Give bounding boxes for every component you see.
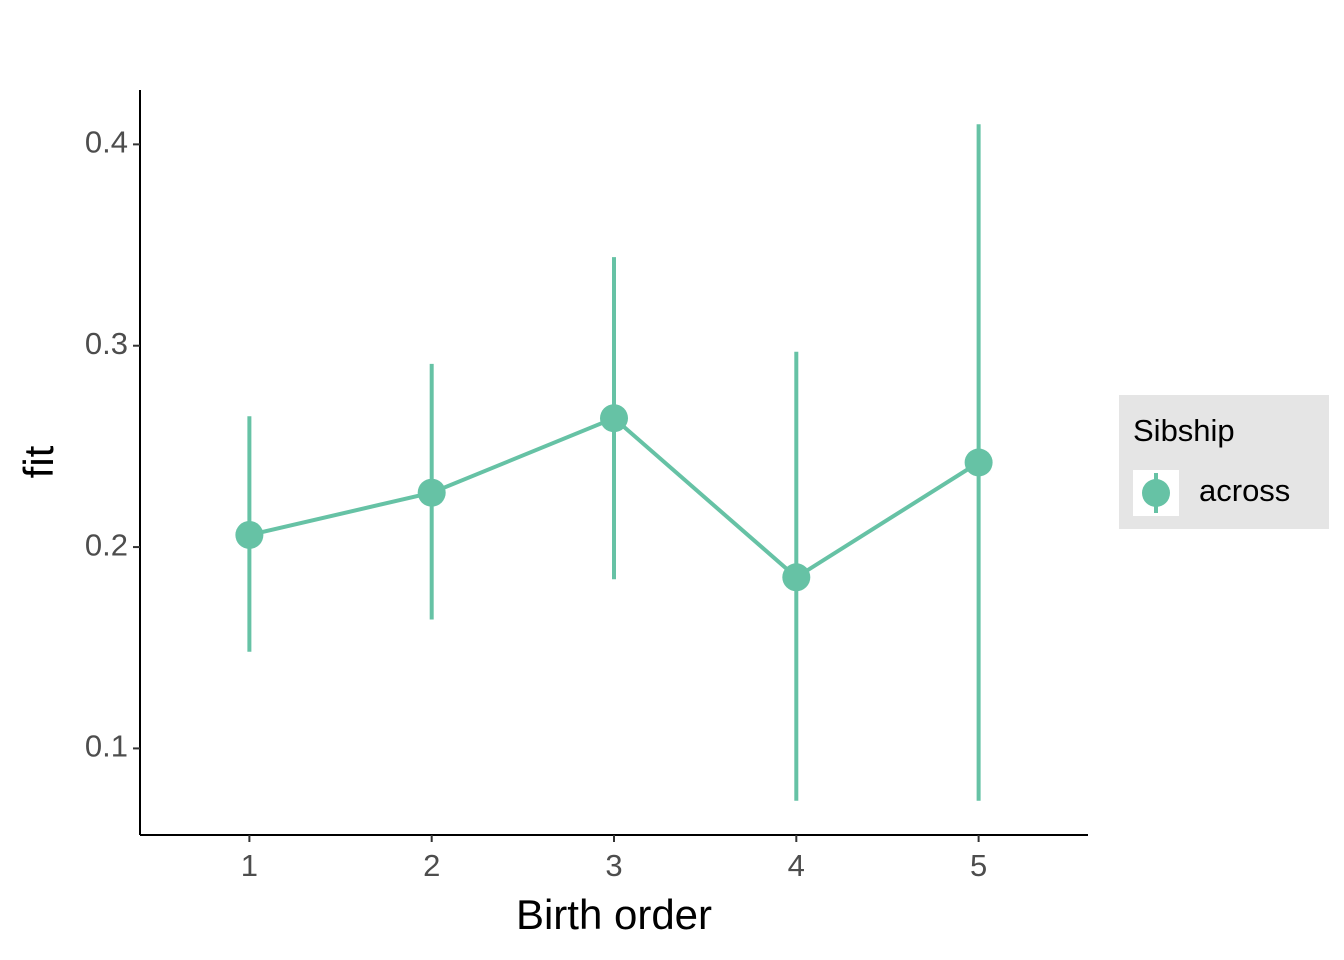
legend-key-point (1142, 479, 1170, 507)
point (782, 563, 811, 592)
x-tick-label: 2 (423, 848, 440, 883)
x-axis-title: Birth order (516, 891, 712, 938)
y-axis-title: fit (15, 445, 62, 478)
x-tick-label: 5 (970, 848, 987, 883)
point (417, 478, 446, 507)
x-tick-label: 1 (241, 848, 258, 883)
legend-title: Sibship (1133, 413, 1235, 448)
x-tick-label: 3 (605, 848, 622, 883)
y-tick-label: 0.4 (85, 125, 128, 160)
y-tick-label: 0.3 (85, 326, 128, 361)
x-tick-label: 4 (788, 848, 805, 883)
point (964, 448, 993, 477)
point (600, 404, 628, 433)
y-tick-label: 0.1 (85, 729, 128, 764)
y-tick-label: 0.2 (85, 527, 128, 562)
legend-label: across (1199, 473, 1290, 508)
point (235, 520, 264, 549)
